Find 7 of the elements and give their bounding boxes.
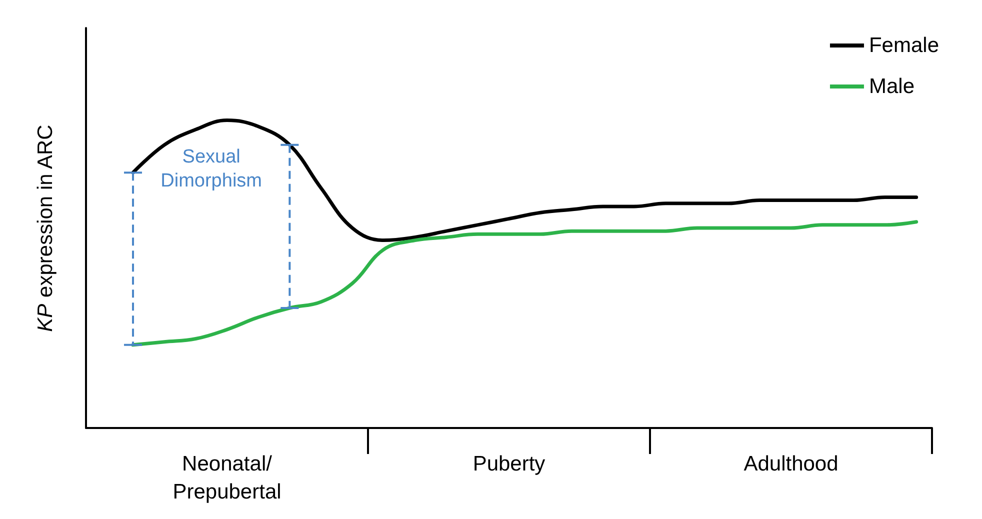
legend-label: Male: [868, 75, 915, 98]
y-axis-title: KP expression in ARC: [34, 124, 57, 332]
x-tick-label: Puberty: [472, 452, 546, 476]
legend-label: Female: [868, 34, 940, 57]
x-tick-label: Adulthood: [744, 452, 838, 476]
x-tick-label: Neonatal/ Prepubertal: [172, 452, 282, 504]
annotation: Sexual Dimorphism: [160, 146, 262, 192]
